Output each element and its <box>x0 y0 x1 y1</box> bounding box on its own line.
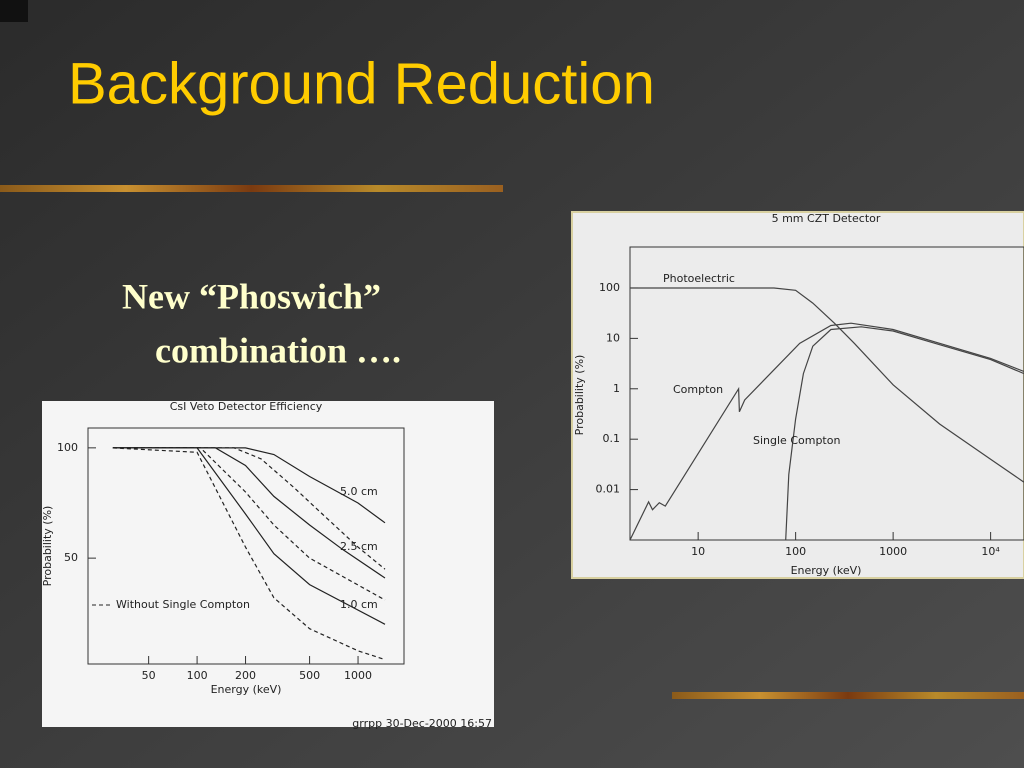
series-label: 2.5 cm <box>340 540 378 553</box>
chart: 5 mm CZT Detector Energy (keV) Probability… <box>573 212 1024 577</box>
body-text: New “Phoswich” <box>122 276 381 316</box>
y-axis-label: Probability (%) <box>573 355 586 436</box>
series-line <box>112 447 386 570</box>
y-tick-label: 50 <box>64 551 78 564</box>
series-label: Photoelectric <box>663 272 735 285</box>
x-tick-label: 1000 <box>344 669 372 682</box>
y-tick-label: 1 <box>613 382 620 395</box>
divider <box>672 692 1024 699</box>
series-line <box>112 447 386 524</box>
x-tick-label: 10⁴ <box>981 545 1000 558</box>
chart-title: 5 mm CZT Detector <box>772 212 881 225</box>
series-line <box>785 326 1024 540</box>
series-line <box>112 447 386 661</box>
slide-title: Background Reduction <box>68 51 655 116</box>
series-group <box>112 447 386 661</box>
x-tick-label: 500 <box>299 669 320 682</box>
y-axis-label: Probability (%) <box>41 506 54 587</box>
x-tick-label: 1000 <box>879 545 907 558</box>
y-tick-label: 10 <box>606 331 620 344</box>
corner <box>0 0 28 22</box>
x-tick-label: 10 <box>691 545 705 558</box>
y-tick-label: 0.1 <box>603 432 621 445</box>
plot-frame <box>629 246 1024 541</box>
y-tick-label: 100 <box>57 441 78 454</box>
series-label: 1.0 cm <box>340 598 378 611</box>
series-line <box>630 287 1024 483</box>
series-label: Single Compton <box>753 434 840 447</box>
x-tick-label: 200 <box>235 669 256 682</box>
legend-label: Without Single Compton <box>116 598 250 611</box>
y-tick-label: 0.01 <box>596 483 621 496</box>
y-tick-label: 100 <box>599 281 620 294</box>
series-line <box>112 447 386 579</box>
series-label: 5.0 cm <box>340 485 378 498</box>
body-text: combination …. <box>155 330 401 370</box>
chart-title: CsI Veto Detector Efficiency <box>170 400 323 413</box>
x-tick-label: 100 <box>187 669 208 682</box>
x-axis-label: Energy (keV) <box>791 564 862 577</box>
x-tick-label: 50 <box>142 669 156 682</box>
series-line <box>112 447 386 601</box>
chart-panel <box>571 211 1024 579</box>
chart: CsI Veto Detector Efficiency Energy (keV)… <box>41 400 492 730</box>
series-line <box>630 322 1024 540</box>
x-tick-label: 100 <box>785 545 806 558</box>
divider <box>0 185 503 192</box>
series-group <box>630 287 1024 540</box>
series-label: Compton <box>673 383 723 396</box>
chart-panel <box>42 401 494 727</box>
footnote: grrpp 30-Dec-2000 16:57 <box>352 717 492 730</box>
x-axis-label: Energy (keV) <box>211 683 282 696</box>
